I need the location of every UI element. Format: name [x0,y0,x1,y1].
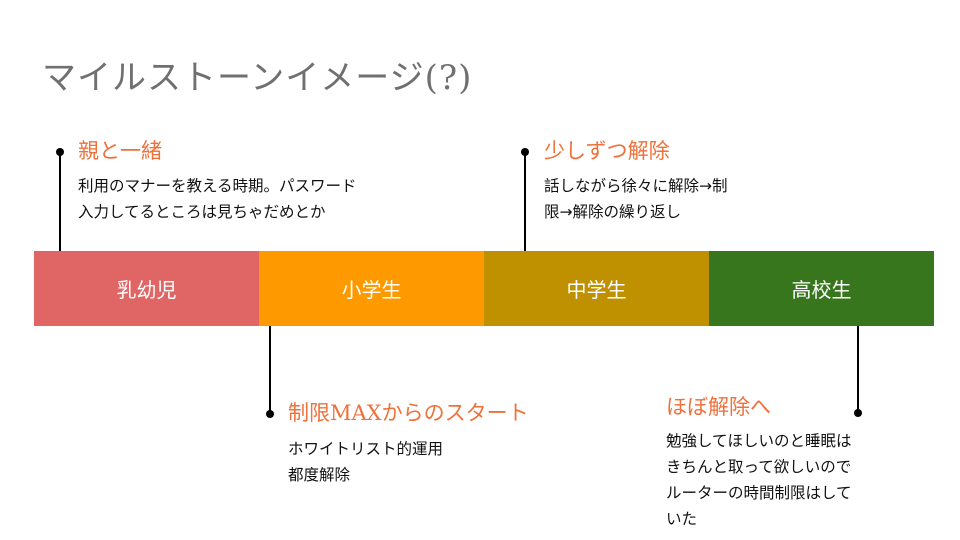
connector-line [857,326,859,413]
page-title: マイルストーンイメージ(?) [42,58,473,98]
stage-bar: 乳幼児 小学生 中学生 高校生 [34,251,934,326]
milestone-heading: 親と一緒 [78,139,162,163]
stage-high-school: 高校生 [709,251,934,326]
milestone-dot [266,410,274,418]
milestone-description: 勉強してほしいのと睡眠は きちんと取って欲しいので ルーターの時間制限はして い… [666,432,852,528]
stage-infant: 乳幼児 [34,251,259,326]
milestone-heading: 少しずつ解除 [544,139,670,163]
connector-line [269,326,271,414]
milestone-heading: 制限MAXからのスタート [288,401,529,425]
stage-elementary: 小学生 [259,251,484,326]
stage-label: 小学生 [341,278,402,302]
stage-label: 中学生 [566,278,627,302]
stage-label: 乳幼児 [116,278,177,302]
connector-line [59,152,61,251]
milestone-description: 利用のマナーを教える時期。パスワード 入力してるところは見ちゃだめとか [78,177,357,221]
stage-junior-high: 中学生 [484,251,709,326]
milestone-description: 話しながら徐々に解除→制 限→解除の繰り返し [544,177,728,221]
milestone-dot [854,409,862,417]
milestone-description: ホワイトリスト的運用 都度解除 [288,440,444,484]
stage-label: 高校生 [791,278,852,302]
connector-line [524,152,526,251]
milestone-heading: ほぼ解除へ [666,395,771,419]
